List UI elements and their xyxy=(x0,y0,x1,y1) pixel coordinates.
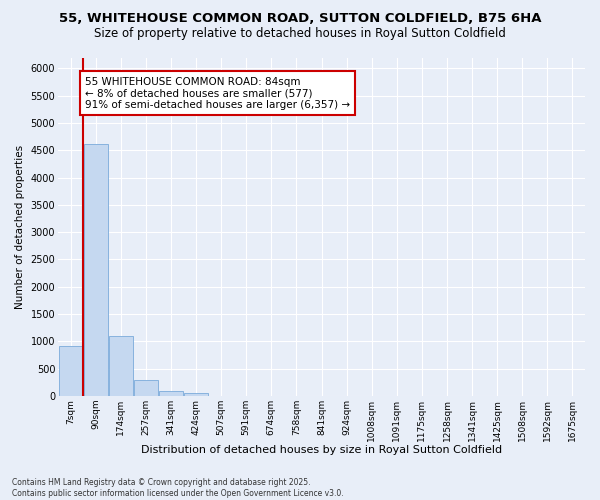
Bar xyxy=(159,392,183,396)
Text: 55, WHITEHOUSE COMMON ROAD, SUTTON COLDFIELD, B75 6HA: 55, WHITEHOUSE COMMON ROAD, SUTTON COLDF… xyxy=(59,12,541,26)
Y-axis label: Number of detached properties: Number of detached properties xyxy=(15,144,25,309)
Text: Contains HM Land Registry data © Crown copyright and database right 2025.
Contai: Contains HM Land Registry data © Crown c… xyxy=(12,478,344,498)
Bar xyxy=(109,336,133,396)
X-axis label: Distribution of detached houses by size in Royal Sutton Coldfield: Distribution of detached houses by size … xyxy=(141,445,502,455)
Bar xyxy=(134,380,158,396)
Text: 55 WHITEHOUSE COMMON ROAD: 84sqm
← 8% of detached houses are smaller (577)
91% o: 55 WHITEHOUSE COMMON ROAD: 84sqm ← 8% of… xyxy=(85,76,350,110)
Text: Size of property relative to detached houses in Royal Sutton Coldfield: Size of property relative to detached ho… xyxy=(94,28,506,40)
Bar xyxy=(84,144,107,396)
Bar xyxy=(59,346,83,396)
Bar xyxy=(184,392,208,396)
